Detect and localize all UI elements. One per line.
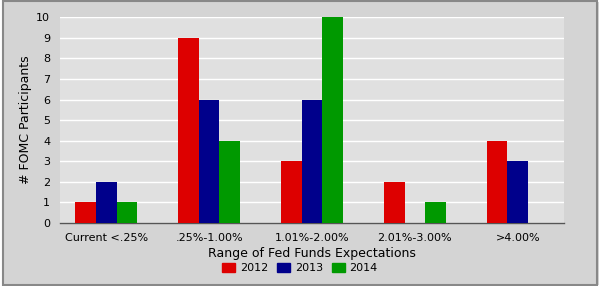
Bar: [220, 141, 240, 223]
X-axis label: Range of Fed Funds Expectations: Range of Fed Funds Expectations: [208, 247, 416, 260]
Bar: [487, 141, 508, 223]
Bar: [425, 202, 446, 223]
Y-axis label: # FOMC Participants: # FOMC Participants: [19, 56, 32, 184]
Bar: [76, 202, 96, 223]
Legend: 2012, 2013, 2014: 2012, 2013, 2014: [218, 258, 382, 278]
Bar: [178, 38, 199, 223]
Bar: [199, 100, 220, 223]
Bar: [281, 161, 302, 223]
Bar: [508, 161, 528, 223]
Bar: [384, 182, 404, 223]
Bar: [96, 182, 116, 223]
Bar: [322, 17, 343, 223]
Bar: [302, 100, 322, 223]
Bar: [116, 202, 137, 223]
